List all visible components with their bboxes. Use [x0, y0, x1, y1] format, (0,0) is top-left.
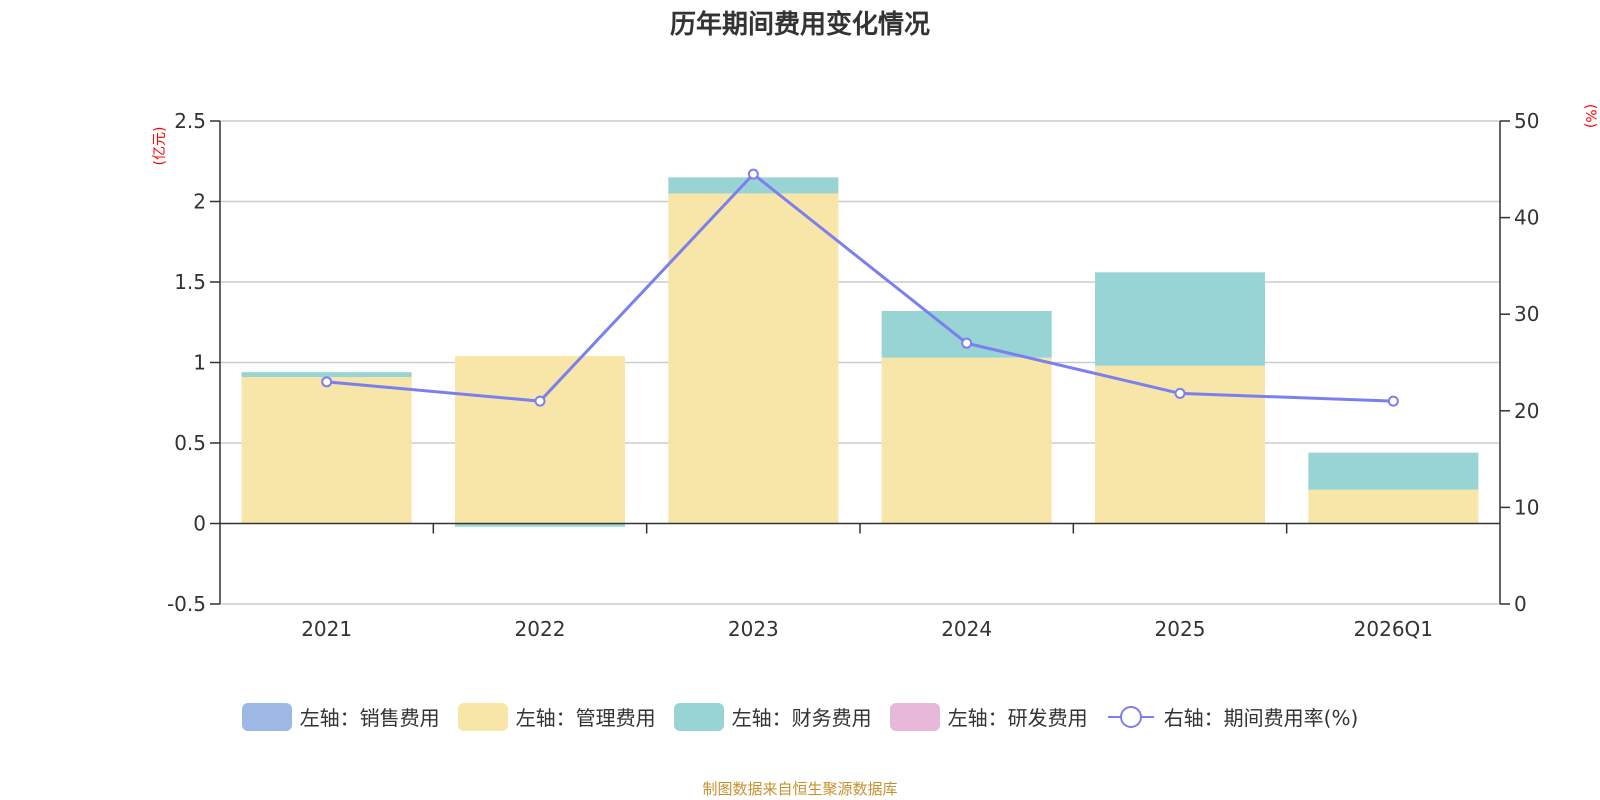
legend-label: 左轴：管理费用 — [515, 706, 656, 730]
line-point-2023 — [747, 168, 759, 180]
legend-line-symbol — [1107, 705, 1154, 728]
right-tick-label: 20 — [1514, 399, 1539, 423]
bar-series2-2022 — [455, 523, 625, 527]
right-tick-label: 50 — [1514, 109, 1539, 133]
source-note: 制图数据来自恒生聚源数据库 — [702, 780, 898, 798]
line-expense-rate — [326, 172, 1394, 403]
bar-series1-2021 — [241, 376, 412, 524]
chart-canvas: -0.5 0 0.5 1 1.5 2 2.5 0 10 20 30 40 50 2021 2022 2023 2… — [152, 104, 1598, 641]
legend-item-3[interactable]: 左轴：研发费用 — [889, 702, 1088, 731]
legend-swatch — [457, 702, 508, 731]
bar-series1-2022 — [455, 356, 625, 524]
axis-layer: -0.5 0 0.5 1 1.5 2 2.5 0 10 20 30 40 50 2021 2022 2023 2… — [167, 109, 1539, 641]
bar-series1-2026Q1 — [1308, 489, 1479, 524]
legend-item-1[interactable]: 左轴：管理费用 — [457, 702, 656, 731]
line-point-2024 — [961, 337, 973, 349]
legend: 左轴：销售费用 左轴：管理费用 左轴：财务费用 左轴：研发费用 右轴：期间费用率(%) — [0, 702, 1600, 731]
bar-series2-2026Q1 — [1308, 452, 1479, 490]
x-tick-label-2025: 2025 — [1155, 617, 1206, 641]
left-tick-label: 1.5 — [174, 270, 206, 294]
legend-label: 左轴：研发费用 — [947, 706, 1088, 730]
right-tick-label: 30 — [1514, 302, 1539, 326]
left-tick-label: 2.5 — [174, 109, 206, 133]
chart-title: 历年期间费用变化情况 — [669, 10, 930, 40]
bar-layer — [241, 177, 1479, 527]
bar-series2-2023 — [668, 177, 839, 194]
left-tick-label: 2 — [193, 190, 206, 214]
x-tick-label-2021: 2021 — [301, 617, 352, 641]
legend-swatch — [241, 702, 292, 731]
left-tick-label: 1 — [193, 351, 206, 375]
line-point-2025 — [1174, 387, 1186, 399]
line-point-2021 — [321, 376, 333, 388]
legend-swatch — [673, 702, 724, 731]
left-axis-unit: (亿元) — [152, 127, 168, 166]
right-tick-label: 0 — [1514, 592, 1527, 616]
x-tick-label-2026Q1: 2026Q1 — [1354, 617, 1433, 641]
x-tick-label-2024: 2024 — [941, 617, 992, 641]
x-tick-label-2022: 2022 — [515, 617, 566, 641]
legend-swatch — [889, 702, 940, 731]
line-point-2026Q1 — [1387, 395, 1399, 407]
left-tick-label: 0 — [193, 512, 206, 536]
left-tick-label: 0.5 — [174, 431, 206, 455]
right-axis-unit: (%) — [1582, 104, 1598, 128]
legend-item-2[interactable]: 左轴：财务费用 — [673, 702, 872, 731]
bar-series1-2023 — [668, 193, 839, 524]
left-tick-label: -0.5 — [167, 592, 206, 616]
right-tick-label: 40 — [1514, 206, 1539, 230]
bar-series2-2025 — [1095, 272, 1265, 366]
legend-item-0[interactable]: 左轴：销售费用 — [241, 702, 440, 731]
bar-series2-2024 — [881, 310, 1052, 358]
legend-label: 左轴：销售费用 — [299, 706, 440, 730]
grid-layer — [220, 120, 1500, 605]
line-point-2022 — [534, 395, 546, 407]
bar-series1-2024 — [881, 357, 1052, 524]
legend-item-4[interactable]: 右轴：期间费用率(%) — [1106, 702, 1359, 731]
legend-label: 右轴：期间费用率(%) — [1163, 706, 1359, 730]
right-tick-label: 10 — [1514, 495, 1539, 519]
bar-series2-2021 — [241, 372, 412, 377]
x-tick-label-2023: 2023 — [728, 617, 779, 641]
line-layer — [321, 168, 1399, 407]
legend-label: 左轴：财务费用 — [731, 706, 872, 730]
